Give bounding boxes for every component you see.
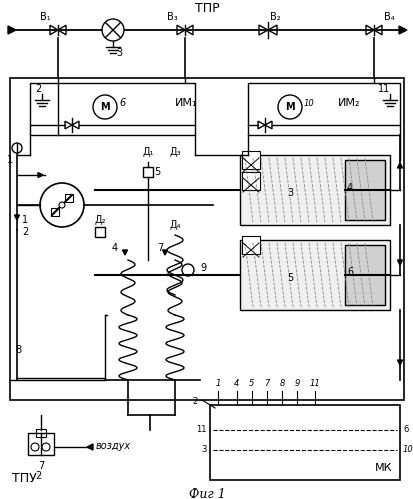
Polygon shape [396, 163, 401, 168]
Text: 9: 9 [199, 263, 206, 273]
Bar [36, 429, 46, 437]
Text: 9: 9 [294, 379, 299, 388]
Bar [30, 83, 195, 135]
Text: 11: 11 [196, 426, 206, 435]
Text: 7: 7 [38, 461, 44, 471]
Text: 11: 11 [309, 379, 320, 388]
Polygon shape [8, 26, 16, 34]
Text: 4: 4 [346, 183, 352, 193]
Text: 7: 7 [157, 243, 163, 253]
Bar [247, 83, 399, 135]
Text: Д₁: Д₁ [142, 147, 153, 157]
Text: В₁: В₁ [40, 12, 50, 22]
Text: М: М [285, 102, 294, 112]
Bar [344, 160, 384, 220]
Text: Д₃: Д₃ [169, 147, 180, 157]
Circle shape [102, 19, 124, 41]
Text: 11: 11 [377, 84, 389, 94]
Bar [242, 151, 259, 169]
Text: 5: 5 [154, 167, 160, 177]
Text: воздух: воздух [96, 441, 131, 451]
Text: Фиг 1: Фиг 1 [188, 488, 225, 499]
Text: 10: 10 [402, 446, 413, 455]
Polygon shape [373, 25, 381, 35]
Text: 6: 6 [402, 426, 407, 435]
Bar [28, 433, 54, 455]
Text: ТПУ: ТПУ [12, 472, 37, 485]
Text: В₄: В₄ [383, 12, 394, 22]
Bar [240, 155, 389, 225]
Polygon shape [50, 25, 58, 35]
Text: 7: 7 [263, 379, 269, 388]
Bar [242, 172, 259, 190]
Text: 2: 2 [35, 471, 41, 481]
Polygon shape [398, 26, 406, 34]
Polygon shape [259, 25, 267, 35]
Text: М: М [100, 102, 109, 112]
Bar [65, 194, 73, 202]
Text: 10: 10 [303, 98, 314, 107]
Text: 5: 5 [286, 273, 292, 283]
Bar [51, 208, 59, 216]
Text: 3: 3 [201, 446, 206, 455]
Polygon shape [267, 25, 276, 35]
Text: 4: 4 [234, 379, 239, 388]
Polygon shape [162, 250, 167, 255]
Text: В₂: В₂ [269, 12, 280, 22]
Text: 3: 3 [116, 48, 122, 58]
Text: 6: 6 [346, 267, 352, 277]
Text: 2: 2 [22, 227, 28, 237]
Polygon shape [14, 215, 19, 220]
Text: 1: 1 [215, 379, 220, 388]
Text: 2: 2 [35, 84, 41, 94]
Bar [344, 245, 384, 305]
Text: ТПР: ТПР [194, 1, 219, 14]
Text: 1: 1 [7, 155, 13, 165]
Polygon shape [257, 121, 264, 129]
Polygon shape [65, 121, 72, 129]
Text: 8: 8 [15, 345, 21, 355]
Text: Д₄: Д₄ [169, 220, 180, 230]
Circle shape [40, 183, 84, 227]
Text: 1: 1 [22, 215, 28, 225]
Polygon shape [72, 121, 79, 129]
Text: 5: 5 [249, 379, 254, 388]
Polygon shape [264, 121, 271, 129]
Circle shape [59, 202, 65, 208]
Bar [142, 167, 153, 177]
Bar [95, 227, 105, 237]
Polygon shape [396, 260, 401, 265]
Polygon shape [396, 360, 401, 365]
Text: 2: 2 [192, 398, 197, 407]
Bar [240, 240, 389, 310]
Text: 3: 3 [286, 188, 292, 198]
Text: ИМ₁: ИМ₁ [175, 98, 197, 108]
Text: 4: 4 [112, 243, 118, 253]
Bar [10, 78, 403, 400]
Text: В₃: В₃ [166, 12, 177, 22]
Text: 8: 8 [279, 379, 284, 388]
Polygon shape [58, 25, 66, 35]
Text: ИМ₂: ИМ₂ [337, 98, 360, 108]
Text: МК: МК [374, 463, 391, 473]
Text: Д₂: Д₂ [94, 215, 105, 225]
Polygon shape [365, 25, 373, 35]
Polygon shape [87, 444, 93, 450]
Text: 6: 6 [119, 98, 125, 108]
Polygon shape [38, 173, 43, 178]
Polygon shape [122, 250, 127, 255]
Bar [209, 405, 399, 480]
Polygon shape [177, 25, 185, 35]
Polygon shape [185, 25, 192, 35]
Bar [242, 236, 259, 254]
